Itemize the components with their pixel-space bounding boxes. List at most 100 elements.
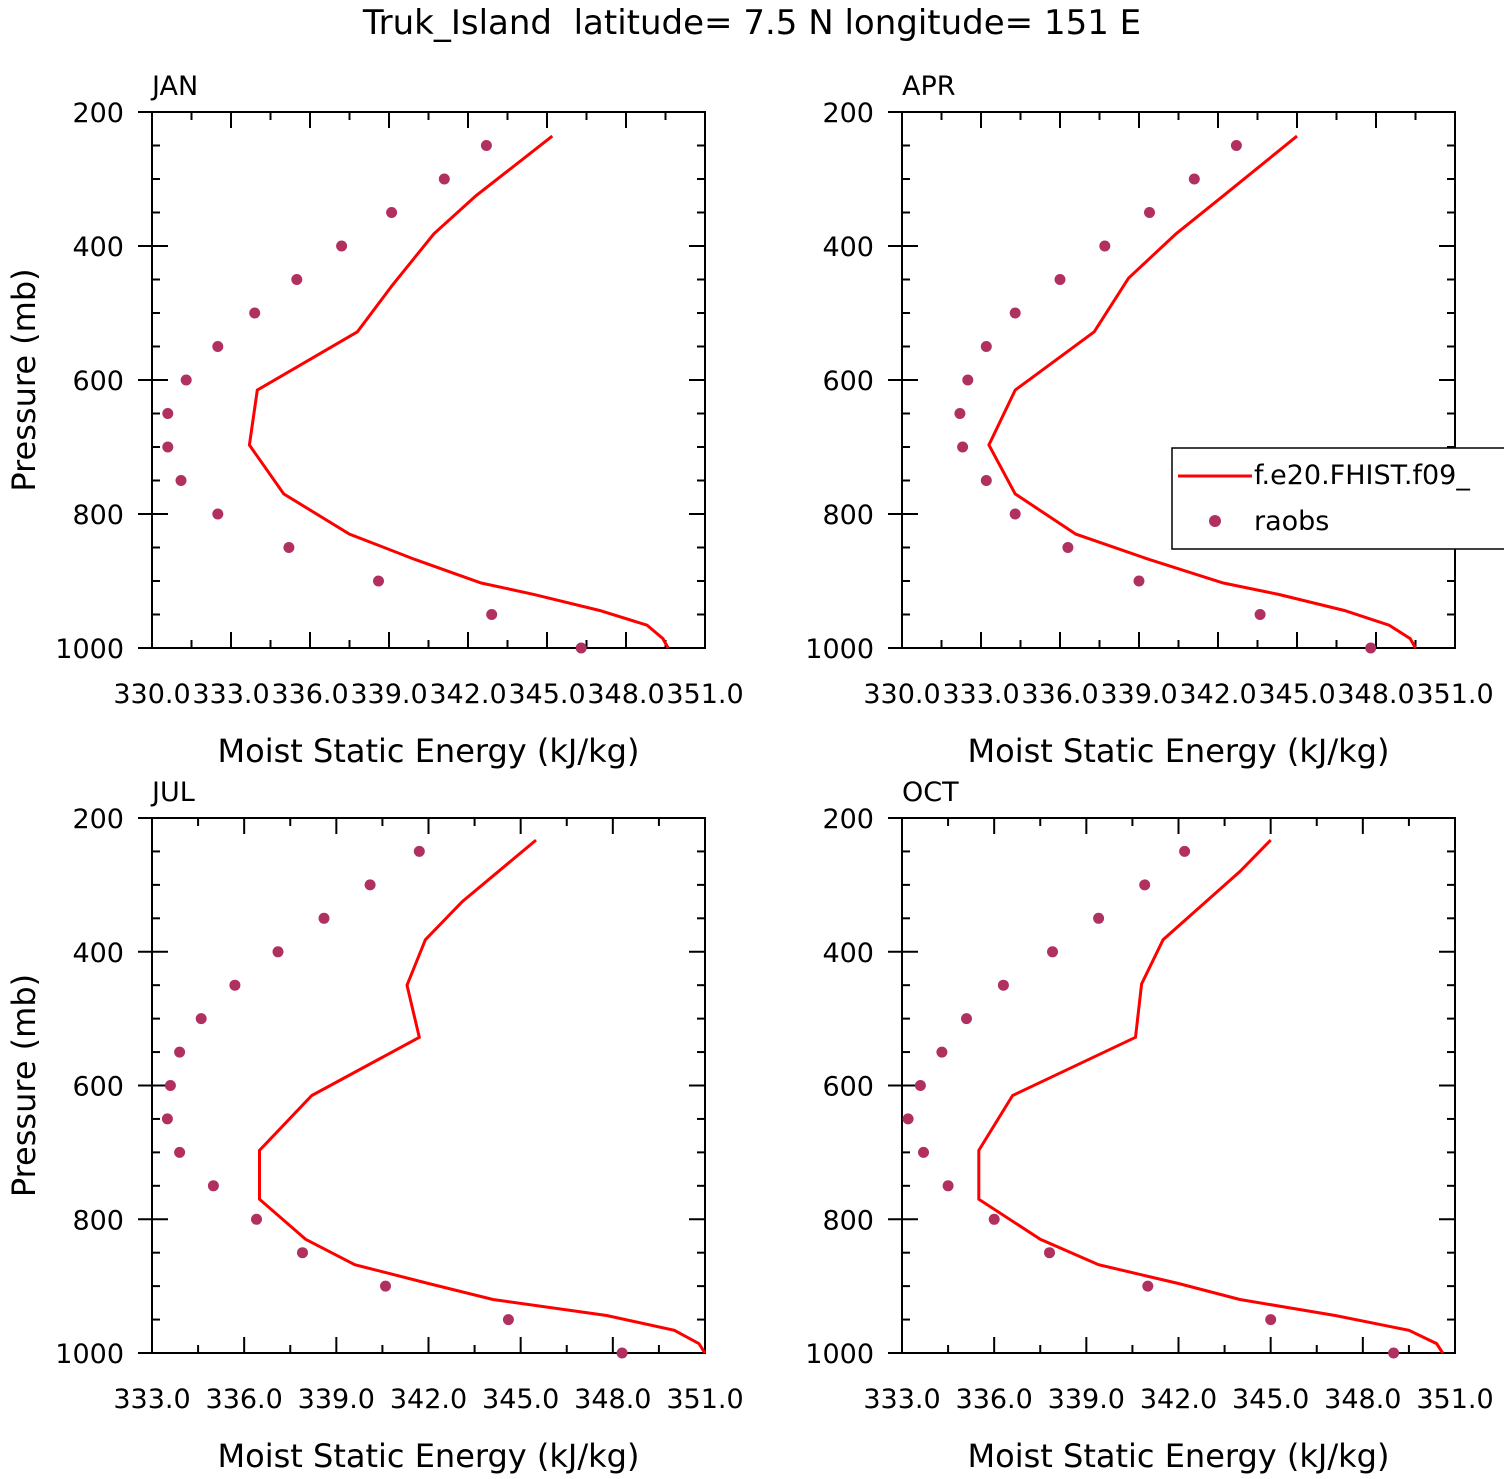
raobs-point [502,1314,514,1326]
raobs-point [283,542,295,553]
x-tick-label: 333.0 [942,679,1019,710]
raobs-point [1144,207,1155,218]
x-tick-label: 348.0 [574,1384,651,1415]
y-tick-label: 600 [72,1072,124,1103]
panel-jul: 200 400 600 800 1000 333.0 336.0 339.0 342.0 345.… [5,777,744,1475]
raobs-point [980,475,992,486]
raobs-point [291,274,303,285]
x-tick-label: 342.0 [429,679,506,710]
raobs-point [962,374,974,386]
x-tick-label: 351.0 [1416,1384,1493,1415]
legend-raobs-label: raobs [1254,506,1329,537]
raobs-point [380,1280,391,1292]
figure-title: Truk_Island latitude= 7.5 N longitude= 1… [362,3,1141,43]
raobs-point [997,979,1009,991]
y-tick-label: 600 [822,1072,874,1103]
x-tick-label: 330.0 [113,679,190,710]
raobs-point [1179,845,1191,857]
raobs-point [438,173,450,185]
x-tick-label: 336.0 [1021,679,1098,710]
y-tick-label: 800 [822,1205,874,1236]
raobs-point [1093,912,1105,924]
raobs-point [162,441,174,453]
x-axis-label: Moist Static Energy (kJ/kg) [968,732,1390,770]
x-tick-label: 336.0 [206,1384,283,1415]
raobs-point [480,140,492,151]
raobs-point [1230,140,1242,151]
y-tick-label: 400 [72,232,124,263]
x-tick-label: 351.0 [1416,679,1493,710]
legend-model-label: f.e20.FHIST.f09_ [1254,460,1470,491]
raobs-point [980,341,992,352]
raobs-point [174,1146,186,1158]
x-tick-label: 351.0 [666,679,743,710]
raobs-point [1044,1247,1055,1259]
x-axis-label: Moist Static Energy (kJ/kg) [218,732,640,770]
y-tick-label: 800 [822,500,874,531]
raobs-point [318,912,330,924]
x-tick-label: 333.0 [863,1384,940,1415]
y-tick-label: 400 [822,938,874,969]
y-tick-label: 200 [822,804,874,835]
raobs-point [180,374,192,386]
raobs-point [1265,1314,1277,1326]
panel-title: JAN [150,71,198,102]
raobs-point [175,475,187,486]
raobs-point [164,1080,176,1091]
x-tick-label: 336.0 [956,1384,1033,1415]
raobs-point [1009,307,1021,319]
panel-title: OCT [902,777,959,808]
y-tick-label: 1000 [55,1339,124,1370]
x-axis-label: Moist Static Energy (kJ/kg) [218,1437,640,1475]
y-tick-label: 1000 [805,634,874,665]
raobs-point [1133,575,1145,587]
x-tick-label: 342.0 [1140,1384,1217,1415]
x-tick-label: 348.0 [587,679,664,710]
y-axis-label: Pressure (mb) [5,268,43,491]
x-tick-label: 345.0 [482,1384,559,1415]
raobs-point [161,1113,173,1125]
panel-title: APR [902,71,956,102]
legend: f.e20.FHIST.f09_ raobs [1171,447,1504,550]
raobs-point [957,441,969,453]
x-tick-label: 342.0 [1179,679,1256,710]
x-tick-label: 345.0 [1232,1384,1309,1415]
y-tick-label: 200 [72,804,124,835]
x-tick-label: 333.0 [113,1384,190,1415]
raobs-point [162,408,174,419]
panel-oct: 200 400 600 800 1000 333.0 336.0 339.0 342.0 345.… [805,777,1493,1475]
legend-raobs-marker-icon [1209,515,1221,527]
raobs-point [251,1213,262,1225]
y-tick-label: 400 [822,232,874,263]
y-tick-label: 200 [72,98,124,129]
x-tick-label: 336.0 [271,679,348,710]
raobs-point [1054,274,1066,285]
raobs-point [914,1080,926,1091]
raobs-point [954,408,966,419]
raobs-point [229,979,241,991]
raobs-point [249,307,261,319]
raobs-point [988,1213,1000,1225]
model-series-line [247,134,670,649]
y-tick-label: 800 [72,1205,124,1236]
raobs-point [413,845,425,857]
x-axis-label: Moist Static Energy (kJ/kg) [968,1437,1390,1475]
y-tick-label: 800 [72,500,124,531]
y-tick-label: 200 [822,98,874,129]
raobs-point [942,1180,954,1192]
x-tick-label: 345.0 [1258,679,1335,710]
raobs-point [297,1247,308,1259]
raobs-point [336,240,348,252]
legend-box [1171,447,1504,550]
raobs-point [1254,609,1266,620]
raobs-point [1009,508,1021,520]
panel-jan: 200 400 600 800 1000 330.0 333.0 336.0 339.0 342.… [5,71,744,770]
x-tick-label: 339.0 [1100,679,1177,710]
raobs-point [1365,642,1377,654]
raobs-point [961,1013,972,1025]
raobs-point [212,508,224,520]
x-tick-label: 345.0 [508,679,585,710]
raobs-point [373,575,384,587]
raobs-point [575,642,587,654]
